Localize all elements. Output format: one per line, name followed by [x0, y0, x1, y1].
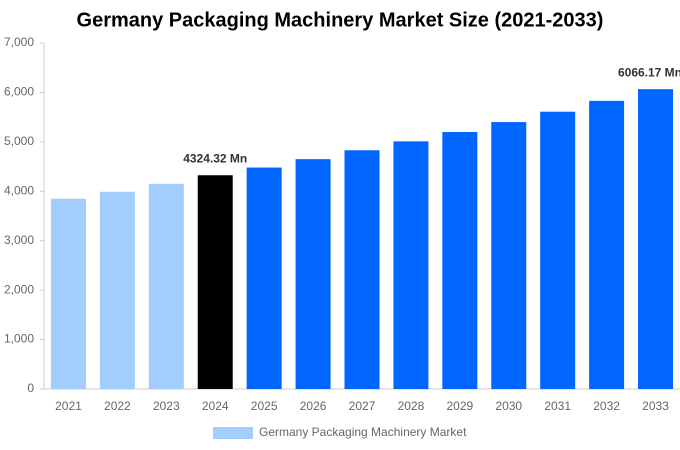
- bar: [540, 111, 576, 389]
- value-label: 4324.32 Mn: [183, 151, 247, 165]
- x-tick-label: 2033: [642, 399, 669, 413]
- x-tick-label: 2027: [349, 399, 376, 413]
- x-tick-label: 2028: [398, 399, 425, 413]
- bar: [99, 191, 135, 389]
- bar: [393, 141, 429, 389]
- x-tick-label: 2030: [495, 399, 522, 413]
- chart-title: Germany Packaging Machinery Market Size …: [77, 9, 604, 31]
- bar: [344, 150, 380, 389]
- bar: [442, 131, 478, 389]
- y-tick-label: 0: [27, 381, 34, 395]
- x-tick-label: 2022: [104, 399, 131, 413]
- bar: [638, 89, 674, 389]
- x-tick-label: 2029: [446, 399, 473, 413]
- y-tick-label: 7,000: [4, 35, 34, 49]
- x-tick-label: 2025: [251, 399, 278, 413]
- bar: [246, 167, 282, 389]
- y-tick-label: 4,000: [4, 183, 34, 197]
- y-tick-label: 6,000: [4, 85, 34, 99]
- x-tick-label: 2021: [55, 399, 82, 413]
- x-tick-label: 2031: [544, 399, 571, 413]
- bar: [491, 122, 527, 389]
- x-tick-label: 2026: [300, 399, 327, 413]
- y-tick-label: 3,000: [4, 233, 34, 247]
- value-label: 6066.17 Mn: [618, 65, 680, 79]
- y-tick-label: 2,000: [4, 282, 34, 296]
- bar: [197, 175, 233, 389]
- bar: [295, 159, 331, 389]
- legend-label: Germany Packaging Machinery Market: [259, 425, 467, 439]
- y-tick-label: 1,000: [4, 332, 34, 346]
- y-tick-label: 5,000: [4, 134, 34, 148]
- x-tick-label: 2024: [202, 399, 229, 413]
- x-tick-label: 2032: [593, 399, 620, 413]
- x-tick-label: 2023: [153, 399, 180, 413]
- bar: [148, 183, 184, 389]
- legend-swatch: [213, 427, 253, 439]
- bar: [589, 100, 625, 390]
- bar: [50, 198, 86, 389]
